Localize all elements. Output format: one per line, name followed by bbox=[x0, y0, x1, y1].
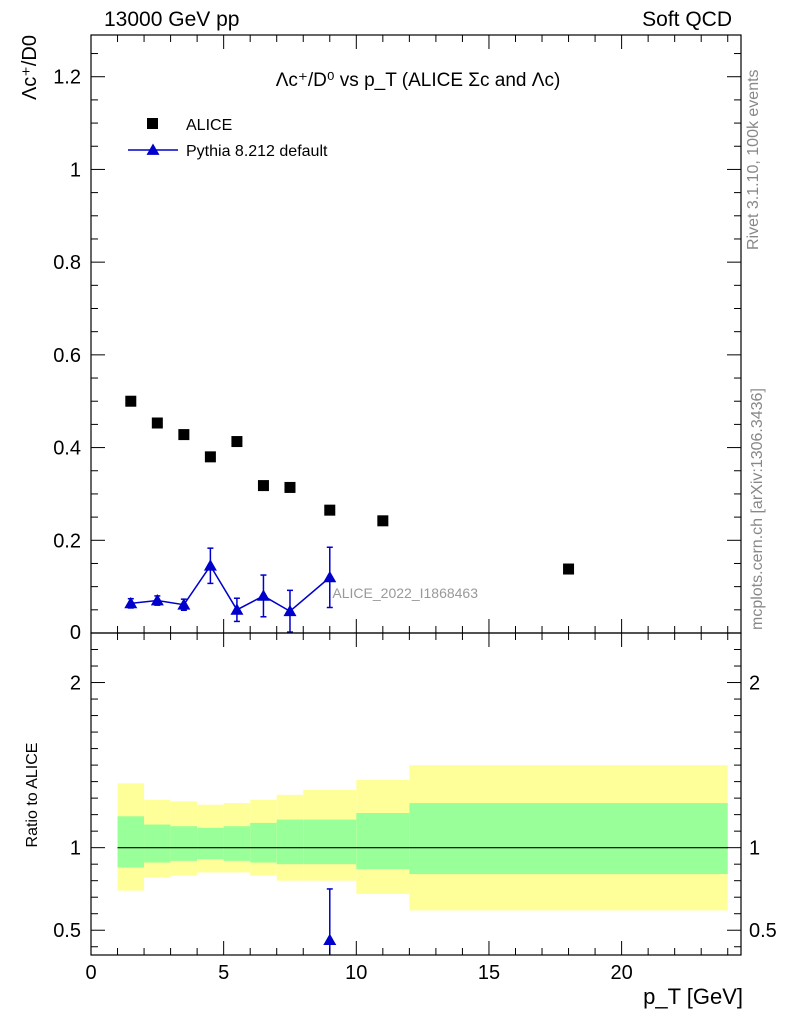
band-inner-8 bbox=[356, 812, 410, 870]
ratio-frame bbox=[90, 632, 742, 956]
pythia-point-1 bbox=[150, 594, 164, 606]
ratio-ytick-label-right: 1 bbox=[749, 838, 760, 860]
band-inner-2 bbox=[170, 826, 198, 861]
alice-point-2 bbox=[178, 429, 190, 441]
pythia-point-3 bbox=[203, 559, 217, 571]
band-inner-0 bbox=[117, 816, 145, 868]
alice-point-4 bbox=[231, 436, 243, 448]
ratio-ytick-label-left: 1 bbox=[70, 838, 81, 860]
ratio-plot-marks bbox=[117, 847, 728, 955]
alice-point-3 bbox=[204, 451, 216, 463]
ratio-ytick-label-left: 0.5 bbox=[53, 920, 81, 942]
collision-label: 13000 GeV pp bbox=[104, 8, 240, 31]
main-ylabel: Λc⁺/D0 bbox=[19, 35, 41, 100]
alice-point-6 bbox=[284, 481, 296, 493]
main-ytick-label: 0.2 bbox=[53, 530, 81, 552]
ratio-point-0 bbox=[323, 933, 337, 946]
legend: ALICE Pythia 8.212 default bbox=[128, 117, 328, 160]
ratio-ytick-label-left: 2 bbox=[70, 673, 81, 695]
band-inner-7 bbox=[303, 819, 357, 865]
xtick-label: 5 bbox=[218, 962, 229, 984]
xlabel: p_T [GeV] bbox=[643, 984, 743, 1009]
panel-frames bbox=[90, 34, 742, 956]
band-inner-6 bbox=[276, 819, 304, 865]
main-ytick-label-zero: 0 bbox=[70, 622, 81, 644]
ratio-ytick-label-right: 2 bbox=[749, 673, 760, 695]
alice-point-8 bbox=[377, 515, 389, 527]
alice-point-1 bbox=[151, 417, 163, 429]
main-ytick-label: 1 bbox=[70, 159, 81, 181]
xtick-label: 0 bbox=[85, 962, 96, 984]
pythia-point-0 bbox=[124, 596, 138, 609]
xtick-label: 10 bbox=[345, 962, 367, 984]
band-inner-5 bbox=[250, 822, 277, 863]
pythia-point-4 bbox=[230, 603, 244, 615]
pythia-point-6 bbox=[283, 604, 297, 617]
ratio-uncertainty-bands bbox=[117, 765, 728, 911]
xtick-label: 15 bbox=[478, 962, 500, 984]
legend-pythia-label: Pythia 8.212 default bbox=[186, 143, 328, 160]
main-ytick-label: 0.8 bbox=[53, 252, 81, 274]
band-inner-9 bbox=[409, 803, 728, 875]
band-inner-1 bbox=[144, 824, 171, 863]
xtick-label: 20 bbox=[610, 962, 632, 984]
legend-alice-marker bbox=[147, 118, 158, 129]
main-ytick-label: 0.6 bbox=[53, 345, 81, 367]
main-plot-marks bbox=[124, 395, 575, 633]
legend-alice-label: ALICE bbox=[186, 117, 232, 134]
pythia-point-2 bbox=[177, 598, 191, 610]
main-ytick-label: 0.4 bbox=[53, 438, 81, 460]
plot-title: Λc⁺/D⁰ vs p_T (ALICE Σc and Λc) bbox=[276, 70, 561, 91]
alice-point-9 bbox=[563, 563, 575, 575]
axis-tick-labels: 0.2 0.4 0.6 0.8 1 1.2 0 0 5 10 15 20 0.5 0.5 1 1 2 2 ALICE… bbox=[19, 35, 777, 1009]
process-label: Soft QCD bbox=[642, 8, 732, 31]
pythia-point-7 bbox=[323, 570, 337, 583]
ratio-ylabel: Ratio to ALICE bbox=[24, 743, 41, 848]
band-inner-3 bbox=[197, 827, 224, 860]
alice-point-5 bbox=[257, 480, 269, 492]
legend-pythia-marker bbox=[146, 143, 160, 155]
rivet-version-label: Rivet 3.1.10, 100k events bbox=[745, 69, 762, 250]
axis-ticks bbox=[90, 35, 741, 955]
mcplots-label: mcplots.cern.ch [arXiv:1306.3436] bbox=[749, 388, 766, 630]
band-inner-4 bbox=[223, 826, 251, 861]
analysis-id-annotation: ALICE_2022_I1868463 bbox=[332, 585, 478, 601]
alice-point-7 bbox=[324, 504, 336, 516]
alice-point-0 bbox=[125, 395, 137, 407]
ratio-ytick-label-right: 0.5 bbox=[749, 920, 777, 942]
pythia-point-5 bbox=[256, 589, 270, 601]
pythia-line bbox=[130, 564, 331, 613]
main-ytick-label: 1.2 bbox=[53, 67, 81, 89]
